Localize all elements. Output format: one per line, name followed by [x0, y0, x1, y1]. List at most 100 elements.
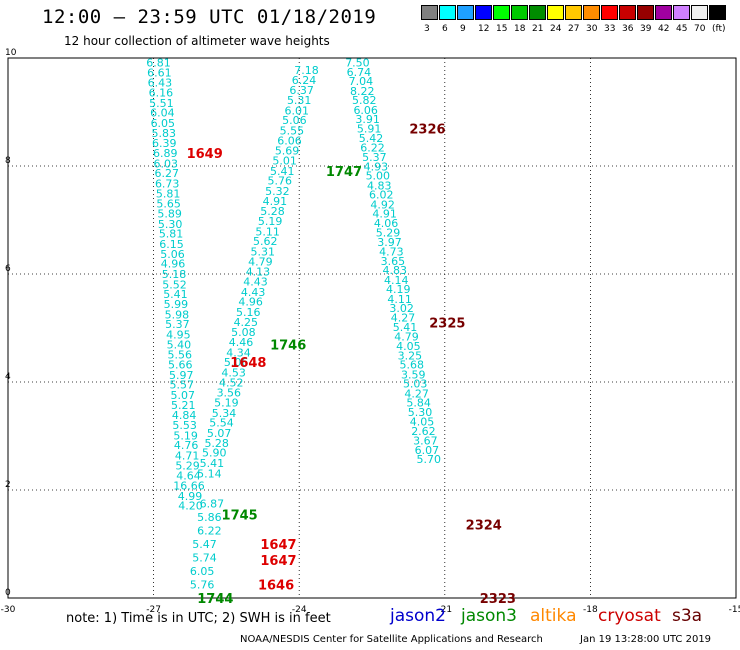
- y-tick-label: 2: [5, 480, 11, 490]
- wave-height-point: 4.43: [241, 286, 266, 299]
- wave-height-point: 5.32: [265, 185, 290, 198]
- wave-height-point: 4.96: [161, 258, 186, 271]
- pass-time-label: 1744: [197, 592, 233, 607]
- x-tick-label: -21: [437, 605, 452, 615]
- y-tick-label: 10: [5, 48, 17, 58]
- x-tick-label: -24: [292, 605, 307, 615]
- color-scale-label: 9: [460, 24, 466, 34]
- pass-time-label: 1647: [260, 538, 296, 553]
- wave-height-point: 5.68: [400, 359, 425, 372]
- color-scale-swatch: [709, 5, 726, 20]
- wave-height-point: 4.99: [178, 490, 203, 503]
- wave-height-point: 7.04: [349, 75, 374, 88]
- wave-height-point: 3.91: [355, 113, 380, 126]
- wave-height-point: 5.16: [236, 306, 261, 319]
- wave-height-point: 5.01: [272, 155, 297, 168]
- wave-height-point: 5.11: [255, 225, 280, 238]
- wave-height-point: 5.42: [359, 132, 384, 145]
- wave-height-point: 4.96: [238, 296, 263, 309]
- wave-height-point: 5.97: [169, 369, 194, 382]
- pass-time-label: 1747: [326, 165, 362, 180]
- pass-time-label: 1746: [270, 339, 306, 354]
- wave-height-point: 5.76: [190, 579, 215, 592]
- wave-height-point: 5.03: [403, 378, 428, 391]
- wave-height-point: 5.83: [152, 127, 177, 140]
- color-scale-label: 12: [478, 24, 490, 34]
- color-scale-label: 27: [568, 24, 580, 34]
- credit-line: NOAA/NESDIS Center for Satellite Applica…: [240, 634, 543, 645]
- wave-height-point: 5.31: [251, 245, 276, 258]
- wave-height-point: 5.51: [149, 97, 174, 110]
- wave-height-point: 5.37: [362, 151, 387, 164]
- color-scale-swatch: [565, 5, 582, 20]
- wave-height-point: 5.29: [175, 460, 200, 473]
- wave-height-point: 4.05: [410, 415, 435, 428]
- wave-height-point: 3.67: [413, 434, 438, 447]
- wave-height-point: 5.47: [192, 538, 217, 551]
- color-scale-swatch: [529, 5, 546, 20]
- wave-height-point: 4.91: [372, 208, 397, 221]
- wave-height-point: 4.43: [243, 276, 268, 289]
- footnote: note: 1) Time is in UTC; 2) SWH is in fe…: [66, 611, 331, 626]
- color-scale-swatch: [475, 5, 492, 20]
- wave-height-point: 4.84: [172, 409, 197, 422]
- legend-entry-cryosat: cryosat: [598, 606, 661, 626]
- wave-height-point: 5.82: [352, 94, 377, 107]
- wave-height-point: 5.28: [204, 437, 229, 450]
- wave-height-point: 5.19: [173, 429, 198, 442]
- wave-height-point: 5.66: [168, 359, 193, 372]
- wave-height-point: 5.29: [376, 226, 401, 239]
- wave-height-point: 6.24: [292, 74, 317, 87]
- chart-title: 12:00 – 23:59 UTC 01/18/2019: [42, 6, 377, 28]
- wave-height-point: 4.14: [384, 274, 409, 287]
- pass-time-label: 2323: [480, 592, 516, 607]
- y-tick-label: 6: [5, 264, 11, 274]
- wave-height-point: 5.19: [214, 397, 239, 410]
- color-scale-swatch: [547, 5, 564, 20]
- wave-height-point: 4.27: [391, 312, 416, 325]
- wave-height-point: 4.06: [374, 217, 399, 230]
- wave-height-point: 6.15: [159, 238, 184, 251]
- wave-height-point: 8.22: [350, 85, 375, 98]
- color-scale-label: 39: [640, 24, 652, 34]
- wave-height-point: 4.91: [263, 195, 288, 208]
- wave-height-point: 6.74: [347, 66, 372, 79]
- wave-height-point: 5.07: [207, 427, 232, 440]
- wave-height-point: 4.52: [219, 377, 244, 390]
- pass-time-label: 1646: [258, 579, 294, 594]
- color-scale-swatch: [439, 5, 456, 20]
- wave-height-point: 5.06: [224, 356, 249, 369]
- wave-height-point: 2.62: [411, 425, 436, 438]
- wave-height-point: 6.73: [155, 177, 180, 190]
- wave-height-point: 5.28: [260, 205, 285, 218]
- pass-time-label: 1745: [222, 508, 258, 523]
- wave-height-point: 6.03: [153, 157, 178, 170]
- wave-height-point: 5.90: [202, 447, 227, 460]
- wave-height-point: 6.04: [150, 107, 175, 120]
- wave-height-point: 5.76: [268, 175, 293, 188]
- color-scale-swatch: [511, 5, 528, 20]
- wave-height-point: 6.81: [146, 56, 171, 69]
- wave-height-point: 5.30: [158, 218, 183, 231]
- chart-subtitle: 12 hour collection of altimeter wave hei…: [64, 34, 330, 48]
- wave-height-point: 4.25: [234, 316, 259, 329]
- x-tick-label: -18: [583, 605, 598, 615]
- wave-height-point: 5.54: [209, 417, 234, 430]
- wave-height-point: 5.34: [212, 407, 237, 420]
- wave-height-point: 4.79: [248, 256, 273, 269]
- wave-height-point: 4.73: [379, 245, 404, 258]
- color-scale-swatch: [421, 5, 438, 20]
- color-scale-label: 30: [586, 24, 598, 34]
- color-scale-label: 18: [514, 24, 526, 34]
- generated-timestamp: Jan 19 13:28:00 UTC 2019: [580, 634, 712, 645]
- wave-height-point: 3.65: [381, 255, 406, 268]
- wave-height-point: 7.50: [345, 56, 370, 69]
- x-tick-label: -30: [1, 605, 16, 615]
- wave-height-point: 4.20: [178, 500, 203, 513]
- plot-frame: [7, 57, 737, 599]
- wave-height-point: 4.11: [387, 293, 412, 306]
- wave-height-point: 5.41: [393, 321, 418, 334]
- y-tick-label: 4: [5, 372, 11, 382]
- y-tick-label: 8: [5, 156, 11, 166]
